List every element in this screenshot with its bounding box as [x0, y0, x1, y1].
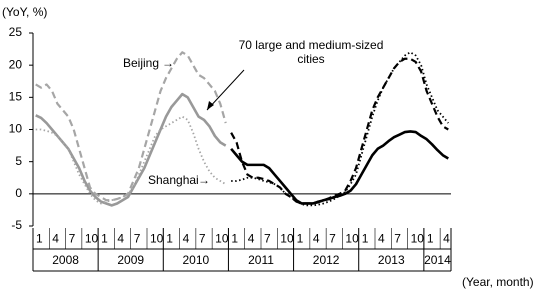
y-tick-label: 20 [9, 57, 23, 71]
x-tick-label: 1 [101, 232, 108, 246]
x-tick-label: 7 [264, 232, 271, 246]
x-tick-label: 10 [215, 232, 229, 246]
year-label: 2008 [52, 253, 79, 267]
x-tick-label: 10 [150, 232, 164, 246]
x-tick-label: 7 [329, 232, 336, 246]
y-axis-label: (YoY, %) [2, 5, 47, 19]
x-tick-label: 1 [297, 232, 304, 246]
x-tick-label: 1 [231, 232, 238, 246]
series-line [231, 51, 449, 207]
series-line [35, 92, 227, 207]
series-line [35, 51, 227, 202]
year-label: 2011 [248, 253, 274, 267]
x-tick-label: 7 [199, 232, 206, 246]
y-tick-label: 15 [9, 90, 23, 104]
shanghai-label: Shanghai [148, 173, 199, 187]
beijing-label: Beijing [123, 56, 159, 70]
y-tick-label: -5 [11, 218, 22, 232]
y-tick-label: 25 [9, 25, 23, 39]
arrow: → [198, 173, 210, 187]
x-tick-label: 4 [183, 232, 190, 246]
y-tick-label: 0 [15, 186, 22, 200]
cities-label: 70 large and medium-sized cities [238, 38, 384, 66]
year-label: 2012 [313, 253, 340, 267]
x-tick-label: 4 [443, 232, 450, 246]
x-tick-label: 1 [36, 232, 43, 246]
x-tick-label: 10 [280, 232, 294, 246]
x-tick-label: 4 [52, 232, 59, 246]
year-label: 2014 [424, 253, 451, 267]
x-tick-label: 4 [378, 232, 385, 246]
x-tick-label: 10 [411, 232, 425, 246]
year-label: 2010 [183, 253, 210, 267]
arrow: → [162, 56, 174, 70]
x-tick-label: 4 [117, 232, 124, 246]
arrow-head [207, 101, 214, 110]
x-tick-label: 10 [345, 232, 359, 246]
x-tick-label: 7 [394, 232, 401, 246]
year-label: 2013 [378, 253, 405, 267]
arrow-line [206, 69, 245, 111]
x-tick-label: 1 [166, 232, 173, 246]
y-tick-label: 10 [9, 122, 23, 136]
series-line [230, 130, 449, 205]
x-tick-label: 1 [362, 232, 369, 246]
series-line [230, 57, 449, 205]
x-tick-label: 4 [313, 232, 320, 246]
x-tick-label: 4 [248, 232, 255, 246]
year-label: 2009 [117, 253, 144, 267]
x-tick-label: 1 [427, 232, 434, 246]
x-axis-label: (Year, month) [462, 275, 534, 289]
x-tick-label: 7 [134, 232, 141, 246]
x-tick-label: 7 [69, 232, 76, 246]
y-tick-label: 5 [15, 154, 22, 168]
x-tick-label: 10 [85, 232, 99, 246]
